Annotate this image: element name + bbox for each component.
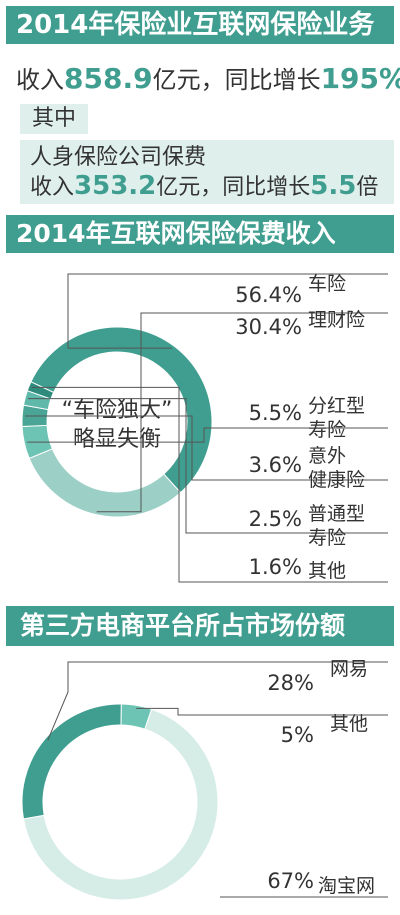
income-growth: 195% (320, 62, 400, 95)
market-category-1: 其他 (330, 713, 368, 735)
premium-category-1-0: 理财险 (308, 309, 365, 331)
premium-leader-1 (96, 312, 388, 513)
life-times: 倍 (356, 175, 379, 200)
premium-value-3: 3.6% (249, 453, 302, 477)
market-slice-0 (21, 703, 122, 820)
premium-category-3-1: 健康险 (308, 469, 365, 491)
life-line1: 人身保险公司保费 (30, 145, 207, 170)
income-summary: 收入858.9亿元，同比增长195% (16, 60, 400, 95)
premium-slice-1 (28, 448, 182, 518)
market-category-2: 淘宝网 (318, 875, 375, 897)
chart2-title: 第三方电商平台所占市场份额 (6, 606, 394, 646)
center-label-line1: “车险独大” (62, 398, 173, 423)
chart1-title: 2014年互联网保险保费收入 (6, 215, 394, 253)
premium-value-1: 30.4% (235, 315, 302, 339)
premium-value-2: 5.5% (249, 401, 302, 425)
life-prefix: 收入 (30, 175, 75, 200)
premium-leader-0 (67, 273, 388, 349)
premium-leader-2 (27, 427, 388, 443)
main-title: 2014年保险业互联网保险业务 (6, 6, 394, 44)
center-label-line2: 略显失衡 (73, 427, 161, 452)
market-value-0: 28% (267, 671, 314, 695)
market-leader-0 (47, 661, 388, 741)
life-unit: 亿元，同比增长 (156, 175, 311, 200)
premium-leader-5 (31, 386, 388, 583)
premium-category-5-0: 其他 (308, 560, 346, 582)
premium-value-0: 56.4% (235, 283, 302, 307)
premium-category-4-0: 普通型 (308, 503, 365, 525)
premium-category-0-0: 车险 (308, 273, 346, 295)
premium-leader-3 (25, 415, 388, 481)
market-leader-1 (136, 707, 388, 716)
life-growth: 5.5 (310, 171, 357, 201)
premium-category-2-0: 分红型 (308, 395, 365, 417)
market-slice-2 (22, 708, 219, 901)
market-value-1: 5% (281, 723, 314, 747)
premium-category-3-0: 意外 (308, 445, 346, 467)
market-value-2: 67% (267, 869, 314, 893)
life-insurance-box: 人身保险公司保费 收入353.2亿元，同比增长5.5倍 (20, 140, 394, 204)
life-line2: 收入353.2亿元，同比增长5.5倍 (30, 172, 384, 202)
premium-category-4-1: 寿险 (308, 527, 346, 549)
premium-category-2-1: 寿险 (308, 419, 346, 441)
income-prefix: 收入 (16, 66, 64, 94)
of-which-label: 其中 (20, 104, 89, 134)
income-value: 858.9 (64, 62, 153, 95)
market-category-0: 网易 (330, 658, 368, 680)
life-value: 353.2 (74, 171, 157, 201)
premium-value-5: 1.6% (249, 555, 302, 579)
premium-value-4: 2.5% (249, 507, 302, 531)
income-unit: 亿元，同比增长 (152, 66, 321, 94)
premium-leader-4 (28, 398, 388, 534)
